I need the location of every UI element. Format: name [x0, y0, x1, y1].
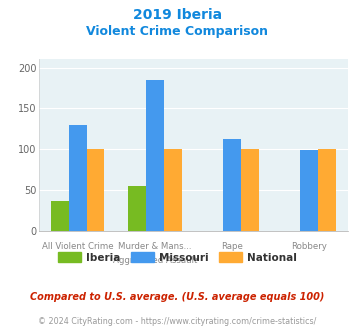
Bar — [128, 186, 146, 231]
Text: Robbery: Robbery — [291, 242, 327, 251]
Bar — [51, 201, 69, 231]
Text: Violent Crime Comparison: Violent Crime Comparison — [87, 25, 268, 38]
Bar — [300, 150, 318, 231]
Text: All Violent Crime: All Violent Crime — [42, 242, 114, 251]
Text: © 2024 CityRating.com - https://www.cityrating.com/crime-statistics/: © 2024 CityRating.com - https://www.city… — [38, 317, 317, 326]
Legend: Iberia, Missouri, National: Iberia, Missouri, National — [54, 248, 301, 267]
Text: 2019 Iberia: 2019 Iberia — [133, 8, 222, 22]
Bar — [223, 140, 241, 231]
Bar — [69, 125, 87, 231]
Text: Aggravated Assault: Aggravated Assault — [113, 256, 197, 265]
Text: Murder & Mans...: Murder & Mans... — [118, 242, 192, 251]
Bar — [241, 149, 259, 231]
Bar — [146, 80, 164, 231]
Bar — [318, 149, 336, 231]
Bar — [164, 149, 181, 231]
Text: Rape: Rape — [221, 242, 243, 251]
Text: Compared to U.S. average. (U.S. average equals 100): Compared to U.S. average. (U.S. average … — [30, 292, 325, 302]
Bar — [87, 149, 104, 231]
